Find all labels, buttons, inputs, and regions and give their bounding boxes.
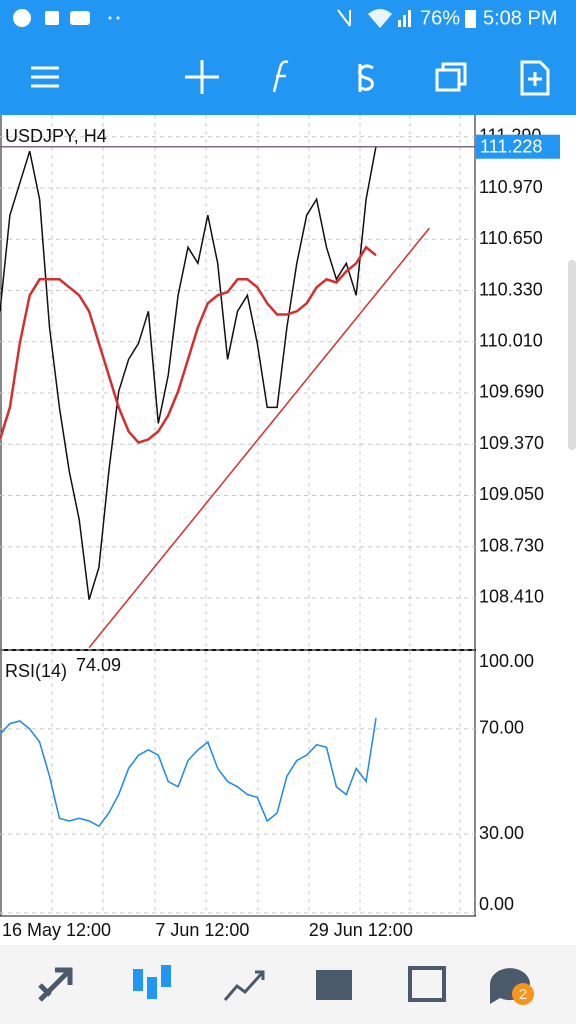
vertical-grid: [51, 115, 461, 915]
chart-area: [51, 115, 461, 915]
y-tick-label: 110.330: [479, 279, 543, 299]
y-tick-label: 108.410: [479, 587, 544, 607]
series-line: [0, 146, 377, 600]
x-tick-label: 29 Jun 12:00: [309, 920, 413, 940]
current-price-label: 111.228: [480, 136, 542, 156]
clock: 5:08 PM: [483, 7, 557, 29]
y-tick-label: 110.650: [479, 228, 543, 248]
y-tick-label: 109.050: [479, 484, 544, 504]
badge-count: 2: [519, 986, 527, 1003]
series-line: [0, 717, 377, 828]
chart-title: USDJPY, H4: [5, 126, 107, 146]
x-tick-label: 7 Jun 12:00: [155, 920, 249, 940]
app-bar: [0, 0, 576, 115]
y-tick-label: 109.370: [479, 433, 544, 453]
scroll-handle[interactable]: [568, 260, 576, 450]
y-tick-label: 100.00: [479, 651, 534, 671]
battery: 76%: [420, 7, 460, 29]
badge: [512, 983, 534, 1005]
series-line: [88, 227, 430, 649]
y-tick-label: 0.00: [479, 894, 514, 914]
y-tick-label: 70.00: [479, 718, 524, 738]
nav-icons[interactable]: [38, 965, 530, 1004]
chart-title: RSI(14): [5, 661, 67, 681]
y-tick-label: 30.00: [479, 823, 524, 843]
current-price-box: [476, 134, 560, 159]
bottom-nav: [0, 945, 576, 1024]
y-tick-label: 109.690: [479, 382, 544, 402]
y-tick-label: 108.730: [479, 535, 544, 555]
x-tick-label: 16 May 12:00: [2, 920, 111, 940]
y-tick-label: 110.010: [479, 330, 543, 350]
toolbar-icons[interactable]: [31, 60, 550, 96]
series-line: [0, 245, 377, 445]
status-icons: [13, 9, 476, 28]
y-tick-label: 110.970: [479, 177, 543, 197]
current-value: 74.09: [76, 655, 121, 675]
